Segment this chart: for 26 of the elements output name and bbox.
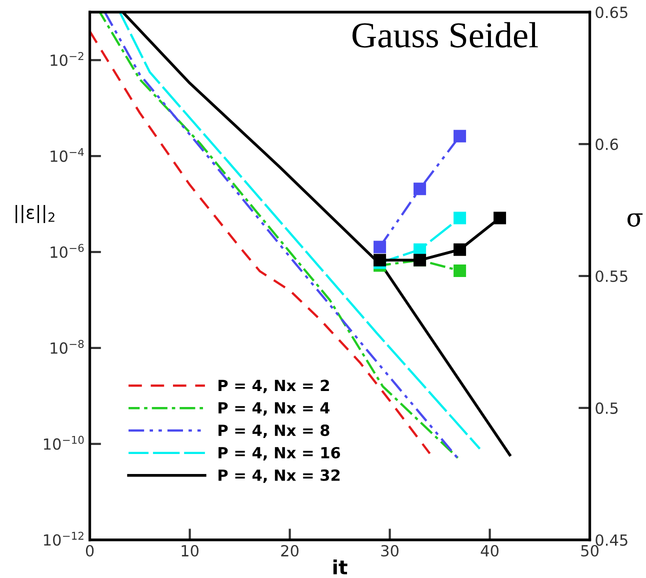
y2-axis-title: σ [628,213,643,227]
legend-label: P = 4, Nx = 4 [218,402,330,416]
x-tick-label: 40 [480,544,499,557]
legend-label: P = 4, Nx = 32 [218,469,340,483]
x-axis-title: it [333,560,348,574]
y-tick-label: 10$^{−6}$ [50,244,84,258]
x-tick-label: 50 [581,544,599,557]
y2-tick-label: 0.6 [596,138,618,150]
y-axis-title: ||ε||$_{2}$ [16,204,54,224]
y2-tick-label: 0.65 [596,6,628,18]
legend-label: P = 4, Nx = 2 [218,380,329,394]
x-tick-label: 30 [381,544,398,557]
legend-label: P = 4, Nx = 8 [218,424,330,438]
legend-label: P = 4, Nx = 16 [218,446,340,460]
y2-tick-label: 0.5 [596,402,618,414]
chart-title: Gauss Seidel [352,22,538,48]
x-tick-label: 0 [86,544,94,557]
y-tick-label: 10$^{−4}$ [50,148,84,162]
y-tick-label: 10$^{−8}$ [50,340,84,354]
y-tick-label: 10$^{−12}$ [44,532,84,546]
y2-tick-label: 0.55 [596,270,628,282]
x-tick-label: 10 [182,544,198,557]
y-tick-label: 10$^{−10}$ [44,436,84,450]
x-tick-label: 20 [281,544,298,557]
y-tick-label: 10$^{−2}$ [50,52,84,66]
y2-tick-label: 0.45 [596,534,628,546]
